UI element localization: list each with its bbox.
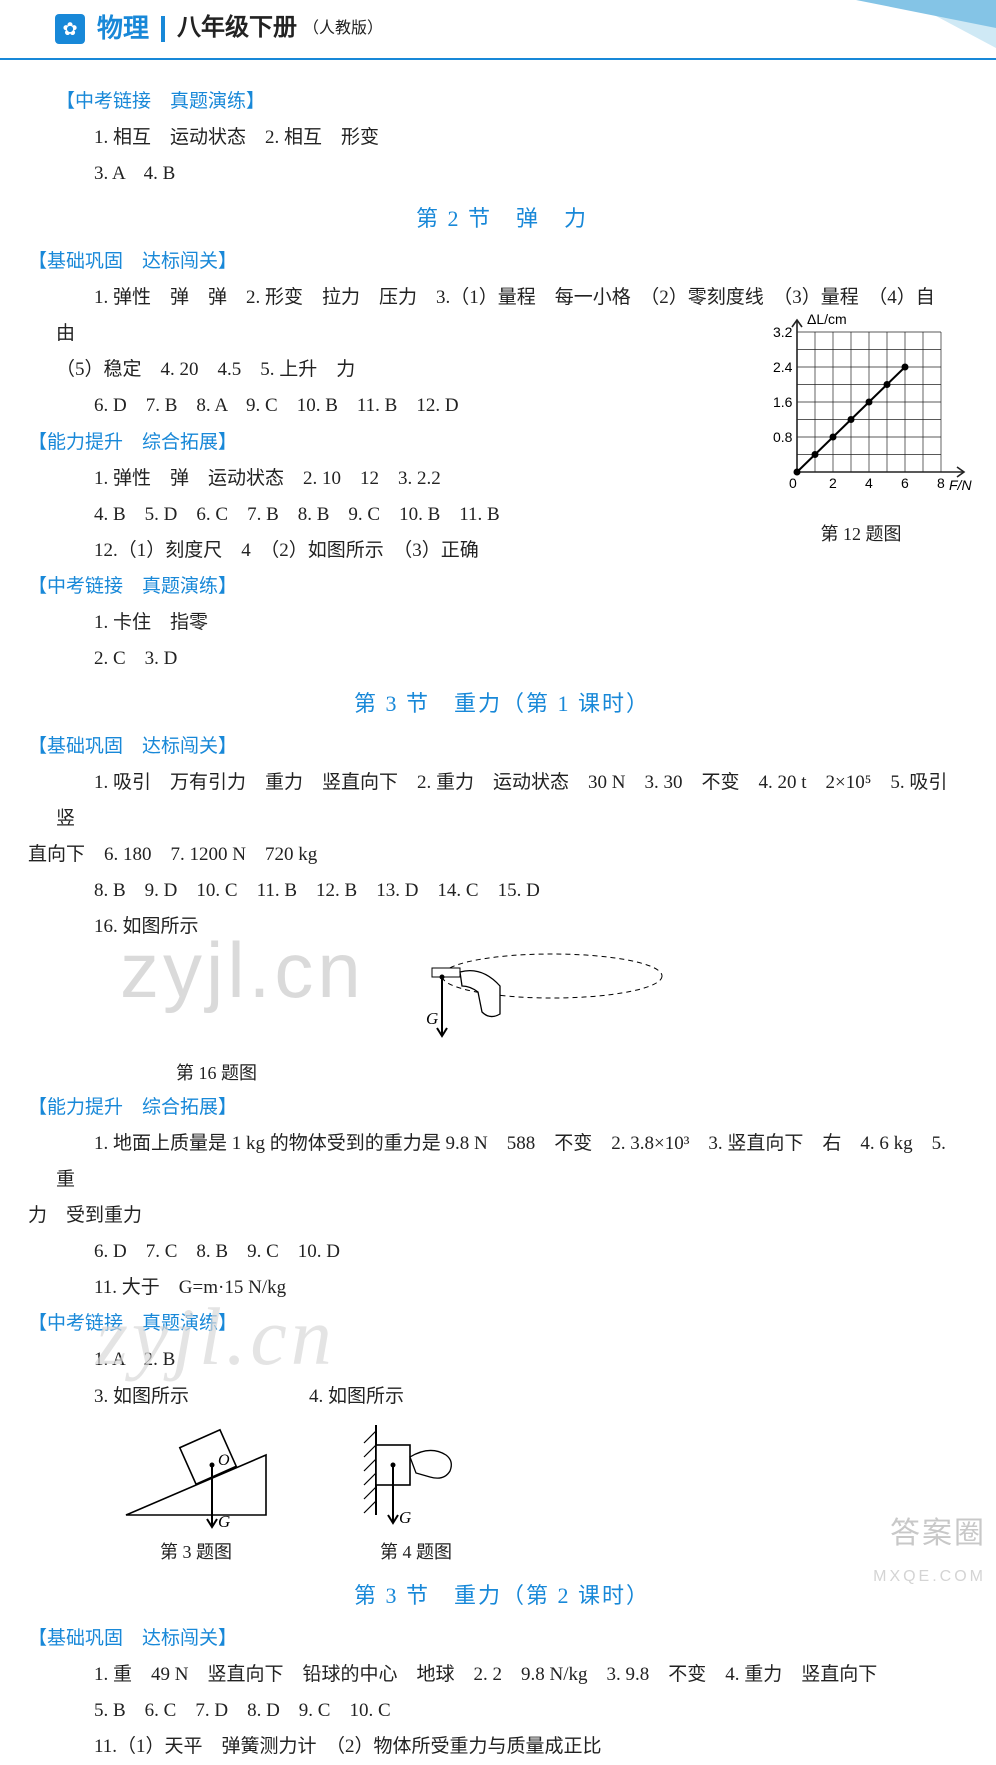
answer-line: 1. 卡住 指零	[56, 605, 948, 641]
answer-line: 力 受到重力	[28, 1198, 948, 1234]
svg-text:0.8: 0.8	[773, 429, 793, 445]
section-title: 第 2 节 弹 力	[56, 198, 948, 240]
svg-text:1.6: 1.6	[773, 394, 793, 410]
footer-brand: 答案圈 MXQE.COM	[873, 1505, 986, 1592]
hand-spin-diagram: G	[382, 946, 672, 1056]
answer-line: 3. 如图所示	[56, 1379, 189, 1415]
answer-line: 11. 大于 G=m·15 N/kg	[56, 1270, 948, 1306]
svg-text:G: G	[399, 1508, 411, 1527]
answer-line: 16. 如图所示	[56, 909, 948, 945]
answer-line: 5. B 6. C 7. D 8. D 9. C 10. C	[56, 1693, 948, 1729]
incline-diagram: O G	[116, 1415, 276, 1535]
section-head: 【基础巩固 达标闯关】	[28, 729, 948, 765]
svg-text:3.2: 3.2	[773, 324, 793, 340]
figure-caption: 第 16 题图	[106, 1056, 948, 1090]
answer-line: 1. A 2. B	[56, 1342, 948, 1378]
figure-q16: G 第 16 题图	[56, 946, 948, 1090]
svg-text:G: G	[426, 1009, 438, 1028]
svg-text:O: O	[218, 1452, 230, 1469]
answer-line: 1. 相互 运动状态 2. 相互 形变	[56, 120, 948, 156]
page-header: ✿ 物理 八年级下册 （人教版）	[0, 0, 996, 58]
answer-line: 1. 地面上质量是 1 kg 的物体受到的重力是 9.8 N 588 不变 2.…	[56, 1126, 948, 1198]
svg-text:8: 8	[937, 475, 945, 491]
figure-caption: 第 4 题图	[346, 1535, 486, 1569]
answer-line: 2. C 3. D	[56, 641, 948, 677]
chart-q12: ΔL/cm 0.8 1.6 2.4 3.2 2 4 6 8 F/N 0 第 12 题图	[746, 312, 976, 551]
svg-text:2: 2	[829, 475, 837, 491]
figure-row: O G 第 3 题图 G 第 4 题	[56, 1415, 948, 1569]
page-content: 【中考链接 真题演练】 1. 相互 运动状态 2. 相互 形变 3. A 4. …	[0, 84, 996, 1765]
figure-caption: 第 3 题图	[116, 1535, 276, 1569]
x-axis-label: F/N	[949, 477, 972, 493]
figure-q3: O G 第 3 题图	[116, 1415, 276, 1569]
section-head: 【中考链接 真题演练】	[28, 1306, 948, 1342]
answer-line: 11.（1）天平 弹簧测力计 （2）物体所受重力与质量成正比	[56, 1729, 948, 1765]
svg-text:6: 6	[901, 475, 909, 491]
answer-line: 3. A 4. B	[56, 156, 948, 192]
grade-title: 八年级下册	[177, 6, 297, 52]
corner-decoration	[796, 0, 996, 58]
section-title: 第 3 节 重力（第 1 课时）	[56, 683, 948, 725]
divider	[161, 16, 165, 42]
svg-text:G: G	[218, 1512, 230, 1531]
section-head: 【中考链接 真题演练】	[56, 84, 948, 120]
answer-line: 直向下 6. 180 7. 1200 N 720 kg	[28, 837, 948, 873]
section-head: 【中考链接 真题演练】	[28, 569, 948, 605]
section-head: 【基础巩固 达标闯关】	[28, 244, 948, 280]
section-head: 【能力提升 综合拓展】	[28, 1090, 948, 1126]
chart-caption: 第 12 题图	[746, 517, 976, 551]
svg-text:4: 4	[865, 475, 873, 491]
answer-line: 8. B 9. D 10. C 11. B 12. B 13. D 14. C …	[56, 873, 948, 909]
edition-label: （人教版）	[303, 14, 383, 44]
svg-text:0: 0	[789, 475, 797, 491]
site-label: MXQE.COM	[873, 1562, 986, 1592]
section-title: 第 3 节 重力（第 2 课时）	[56, 1575, 948, 1617]
answer-line: 4. 如图所示	[309, 1379, 404, 1415]
header-rule	[0, 58, 996, 60]
y-axis-label: ΔL/cm	[807, 312, 847, 327]
wall-hand-diagram: G	[346, 1415, 486, 1535]
brand-label: 答案圈	[873, 1505, 986, 1562]
answer-line: 1. 吸引 万有引力 重力 竖直向下 2. 重力 运动状态 30 N 3. 30…	[56, 765, 948, 837]
answer-line: 6. D 7. C 8. B 9. C 10. D	[56, 1234, 948, 1270]
subject-title: 物理	[97, 4, 149, 53]
line-chart-svg: ΔL/cm 0.8 1.6 2.4 3.2 2 4 6 8 F/N 0	[749, 312, 974, 502]
section-head: 【基础巩固 达标闯关】	[28, 1621, 948, 1657]
svg-text:2.4: 2.4	[773, 359, 793, 375]
figure-q4: G 第 4 题图	[346, 1415, 486, 1569]
answer-line: 1. 重 49 N 竖直向下 铅球的中心 地球 2. 2 9.8 N/kg 3.…	[56, 1657, 948, 1693]
logo-icon: ✿	[55, 14, 85, 44]
